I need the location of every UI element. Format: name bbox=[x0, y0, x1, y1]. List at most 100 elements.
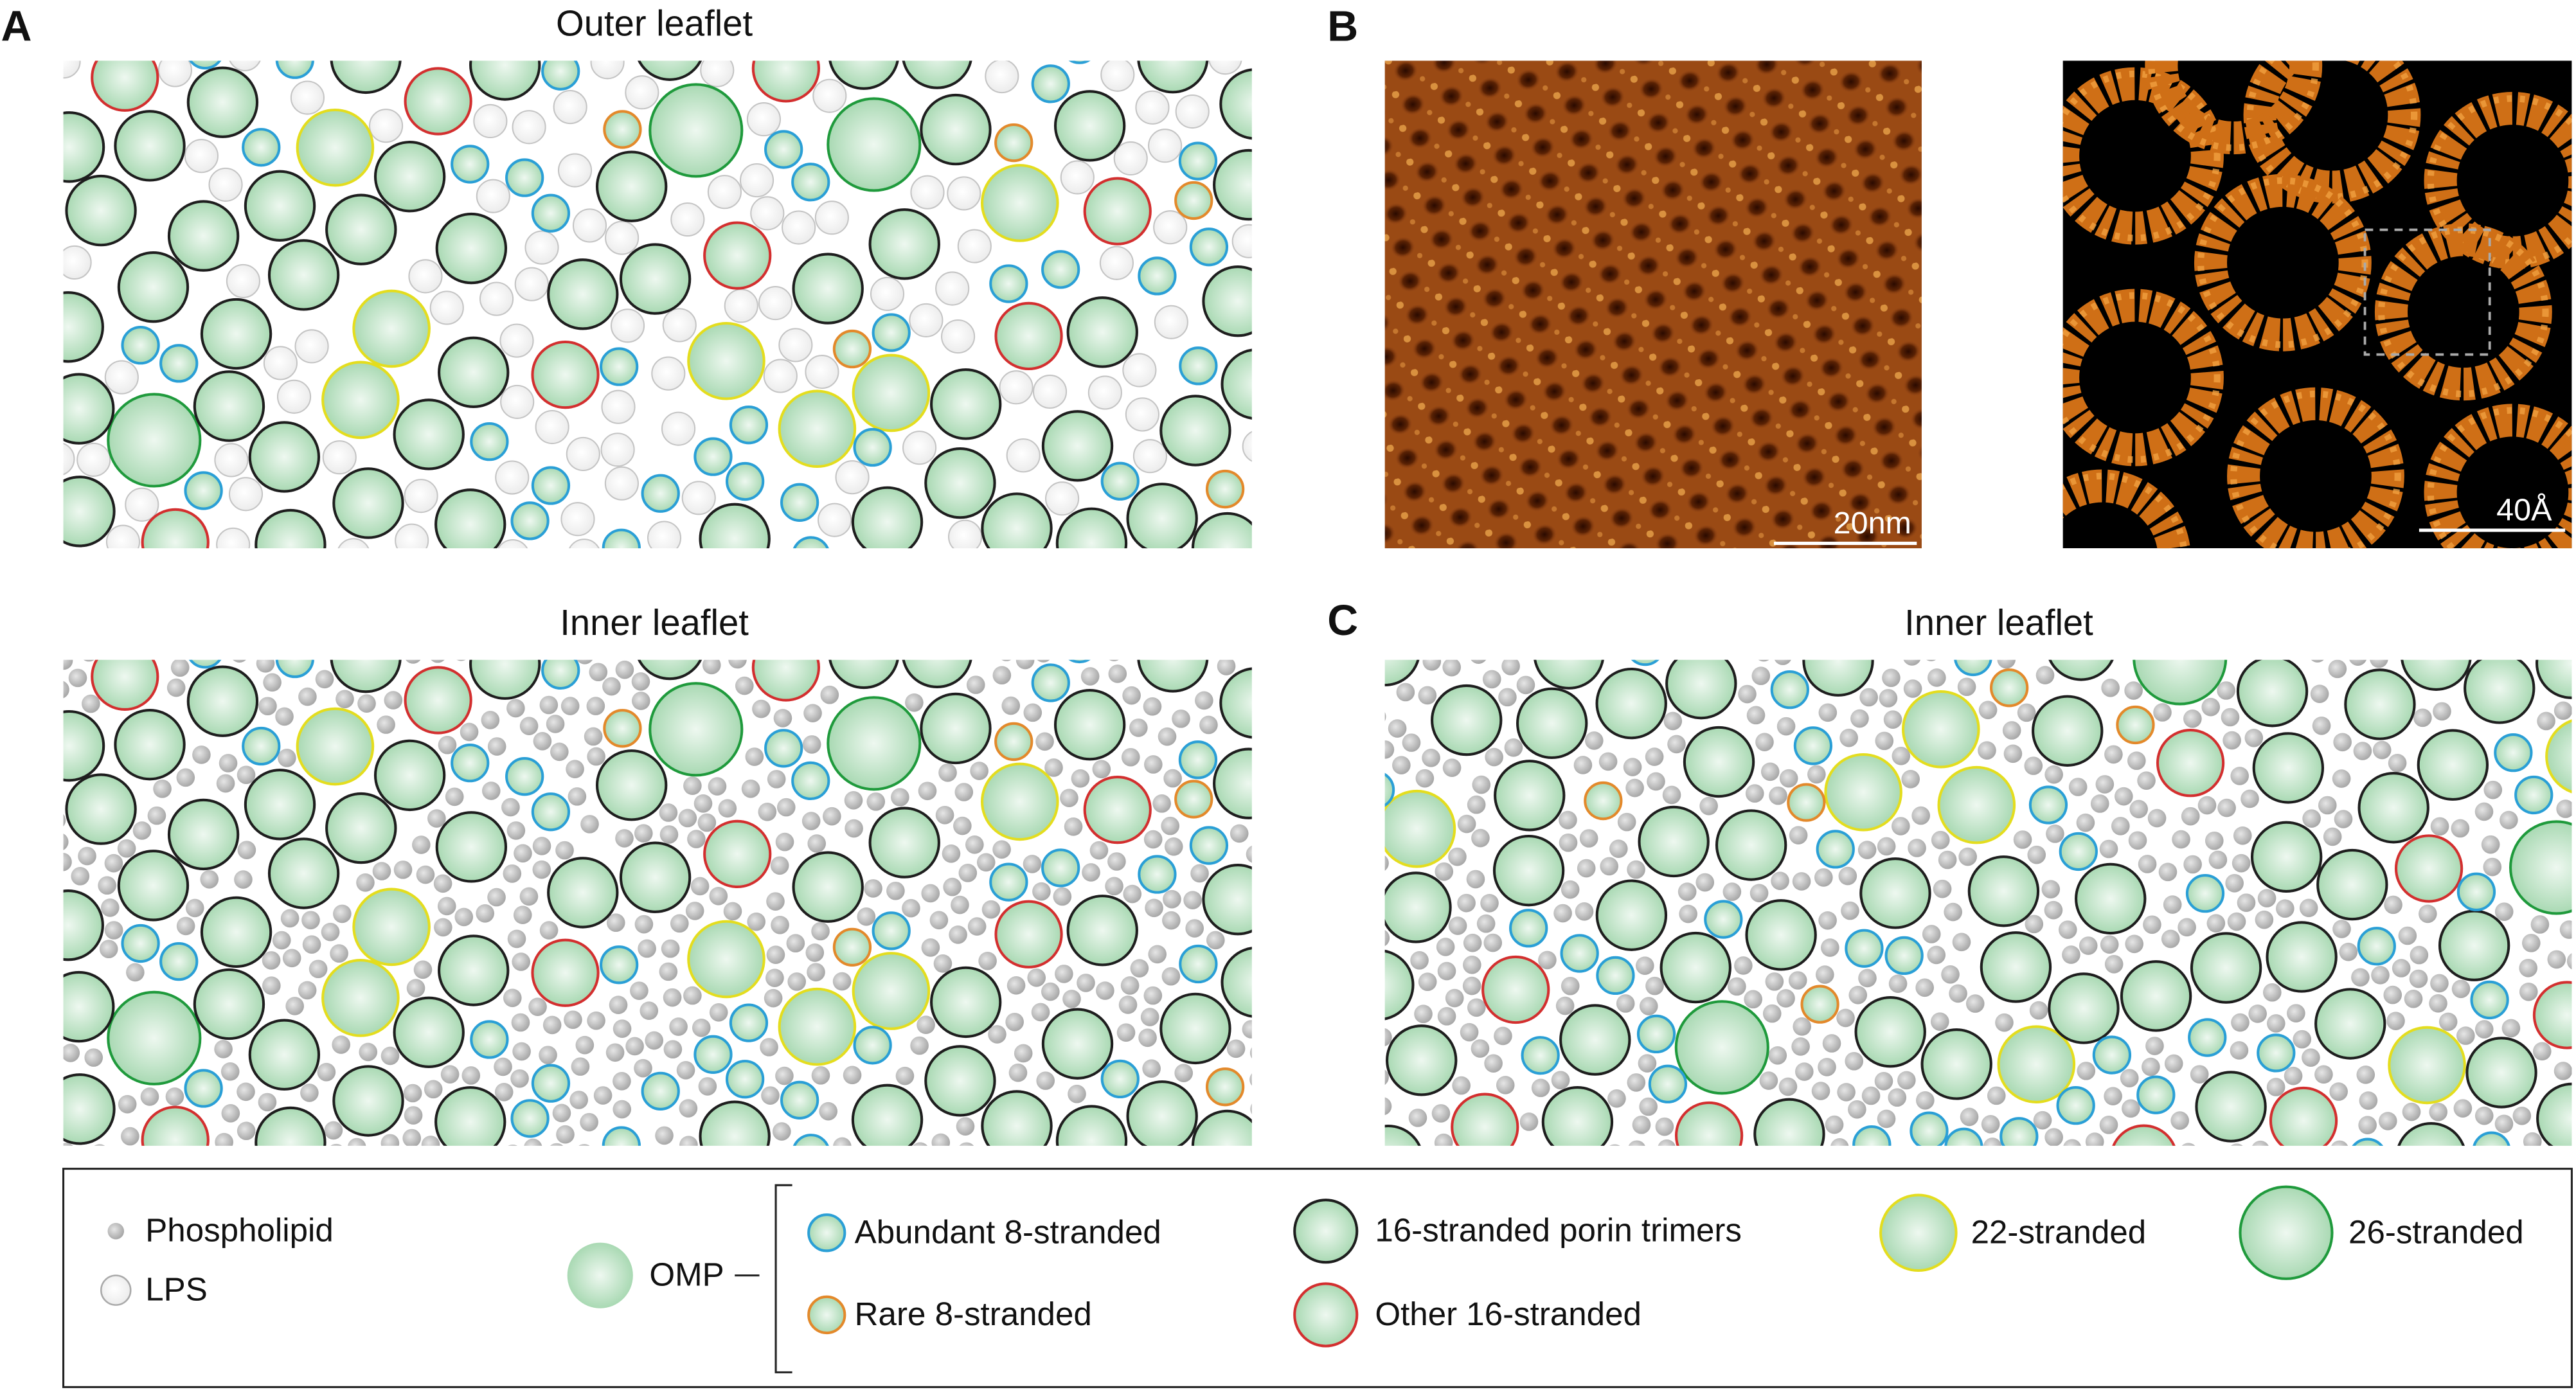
phospholipid bbox=[1776, 989, 1795, 1008]
phospholipid bbox=[631, 672, 650, 691]
phospholipid bbox=[976, 853, 996, 872]
phospholipid bbox=[1143, 986, 1163, 1005]
lps bbox=[1175, 94, 1210, 129]
phospholipid bbox=[1636, 956, 1654, 975]
phospholipid bbox=[1162, 911, 1181, 930]
phospholipid bbox=[2284, 1066, 2303, 1085]
omp bbox=[2494, 733, 2533, 772]
phospholipid bbox=[807, 834, 827, 853]
phospholipid bbox=[1749, 884, 1769, 902]
phospholipid bbox=[589, 663, 608, 682]
phospholipid bbox=[2430, 817, 2449, 836]
phospholipid bbox=[2302, 1048, 2320, 1067]
ring-highlight bbox=[2062, 70, 2221, 242]
phospholipid bbox=[728, 659, 747, 669]
omp bbox=[693, 437, 733, 476]
phospholipid bbox=[2351, 968, 2370, 987]
phospholipid bbox=[2333, 733, 2352, 752]
phospholipid bbox=[2566, 953, 2572, 970]
omp bbox=[1845, 929, 1884, 968]
phospholipid bbox=[1442, 758, 1462, 777]
phospholipid bbox=[1498, 688, 1517, 707]
phospholipid bbox=[2230, 1143, 2243, 1146]
phospholipid bbox=[2370, 659, 2388, 668]
lps bbox=[125, 487, 159, 522]
omp bbox=[595, 150, 668, 222]
phospholipid bbox=[324, 1121, 343, 1140]
phospholipid bbox=[1821, 938, 1839, 957]
phospholipid bbox=[2217, 798, 2236, 817]
phospholipid bbox=[1609, 1144, 1620, 1146]
phospholipid bbox=[2143, 915, 2161, 934]
phospholipid bbox=[1415, 769, 1435, 788]
phospholipid bbox=[921, 938, 940, 957]
phospholipid bbox=[192, 745, 211, 764]
phospholipid bbox=[2334, 810, 2353, 828]
omp bbox=[330, 659, 402, 693]
phospholipid bbox=[140, 1087, 159, 1106]
phospholipid bbox=[2383, 985, 2402, 1004]
omp bbox=[603, 110, 642, 149]
phospholipid bbox=[693, 794, 713, 813]
phospholipid bbox=[2128, 831, 2147, 850]
phospholipid bbox=[126, 963, 145, 982]
ring-highlight bbox=[2246, 60, 2418, 201]
phospholipid bbox=[280, 909, 300, 928]
phospholipid bbox=[709, 1003, 728, 1022]
phospholipid bbox=[1838, 866, 1857, 886]
phospholipid bbox=[931, 1133, 951, 1146]
phospholipid bbox=[2554, 1062, 2572, 1080]
phospholipid bbox=[302, 935, 321, 954]
phospholipid bbox=[427, 809, 446, 828]
phospholipid bbox=[393, 861, 413, 879]
omp bbox=[1967, 855, 2040, 927]
omp bbox=[2269, 1086, 2338, 1146]
phospholipid bbox=[1035, 732, 1054, 751]
phospholipid bbox=[1431, 1104, 1451, 1123]
phospholipid bbox=[1627, 860, 1645, 879]
phospholipid bbox=[2409, 969, 2428, 988]
scale-label: 20nm bbox=[1834, 506, 1911, 540]
omp bbox=[832, 329, 872, 369]
phospholipid bbox=[1027, 968, 1046, 987]
omp bbox=[1159, 992, 1231, 1065]
lps bbox=[214, 443, 249, 477]
phospholipid bbox=[2474, 1106, 2494, 1125]
phospholipid bbox=[2035, 666, 2055, 684]
phospholipid bbox=[2153, 703, 2172, 722]
lps bbox=[1113, 141, 1148, 176]
phospholipid bbox=[2046, 825, 2064, 843]
phospholipid bbox=[2481, 835, 2500, 854]
lps bbox=[184, 139, 219, 174]
phospholipid bbox=[2266, 1078, 2285, 1096]
lps bbox=[1153, 210, 1188, 245]
phospholipid bbox=[1199, 715, 1218, 735]
phospholipid bbox=[803, 704, 822, 722]
ring bbox=[2062, 67, 2224, 245]
phospholipid bbox=[1467, 998, 1486, 1017]
omp bbox=[107, 990, 202, 1085]
omp bbox=[2397, 1122, 2465, 1146]
phospholipid bbox=[63, 834, 69, 850]
phospholipid bbox=[886, 881, 905, 900]
omp bbox=[703, 221, 772, 290]
phospholipid bbox=[2025, 915, 2044, 934]
omp bbox=[1138, 256, 1177, 296]
omp bbox=[1494, 760, 1566, 832]
omp bbox=[729, 406, 769, 445]
phospholipid bbox=[613, 1019, 632, 1038]
lps bbox=[63, 60, 81, 79]
omp bbox=[1852, 1125, 1892, 1146]
phospholipid bbox=[1638, 1054, 1657, 1073]
omp bbox=[1674, 1000, 1769, 1095]
phospholipid bbox=[640, 1001, 659, 1021]
phospholipid bbox=[221, 1104, 240, 1123]
phospholipid bbox=[661, 939, 680, 958]
phospholipid bbox=[2483, 857, 2502, 877]
phospholipid bbox=[2104, 745, 2123, 764]
phospholipid bbox=[2554, 701, 2572, 720]
phospholipid bbox=[1484, 1054, 1503, 1073]
phospholipid bbox=[1861, 1086, 1881, 1105]
omp bbox=[547, 258, 619, 330]
panel-label: B bbox=[1327, 3, 1358, 51]
